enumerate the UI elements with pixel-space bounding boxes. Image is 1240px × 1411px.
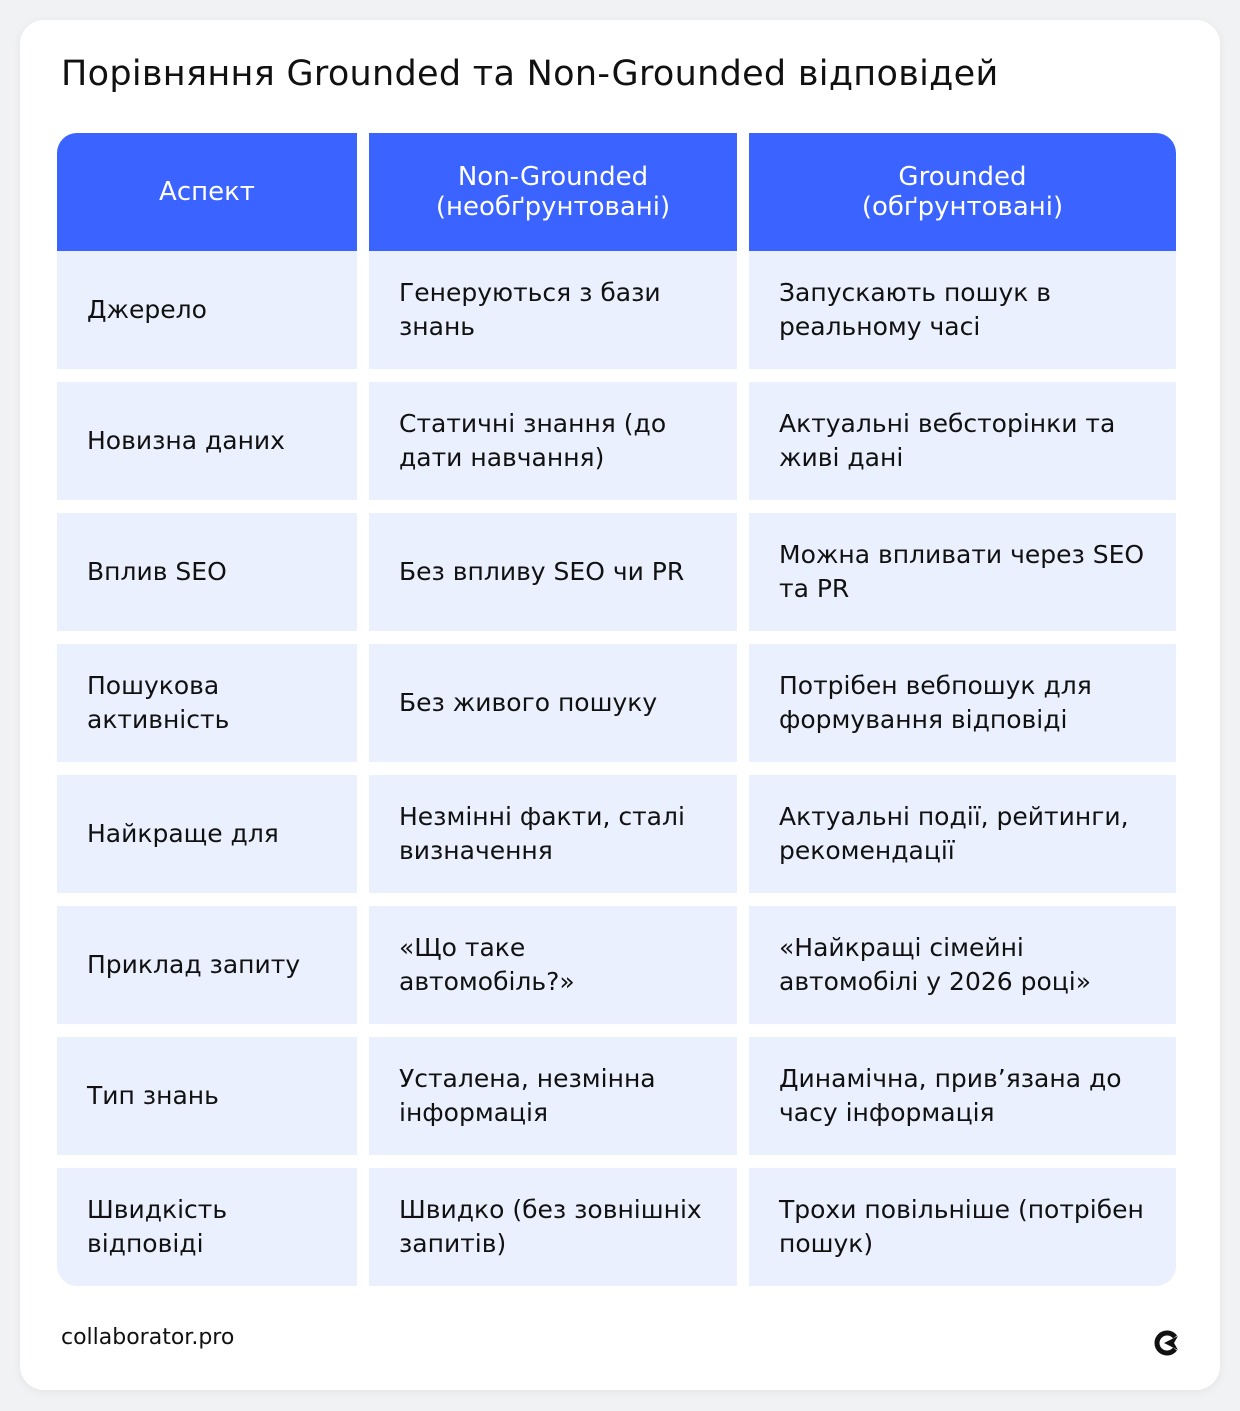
cell-text: Трохи повільніше (потрібен пошук) [779, 1195, 1144, 1258]
header-grounded: Grounded (обґрунтовані) [749, 133, 1176, 251]
cell-text: «Найкращі сімейні автомобілі у 2026 році… [779, 933, 1092, 996]
table-cell-grounded: Трохи повільніше (потрібен пошук) [749, 1168, 1176, 1286]
table-cell-aspect: Джерело [57, 251, 357, 369]
header-label: Аспект [159, 177, 255, 207]
cell-text: Динамічна, прив’язана до часу інформація [779, 1064, 1122, 1127]
cell-text: Запускають пошук в реальному часі [779, 278, 1052, 341]
table-cell-aspect: Тип знань [57, 1037, 357, 1155]
header-aspect: Аспект [57, 133, 357, 251]
table-cell-grounded: Запускають пошук в реальному часі [749, 251, 1176, 369]
cell-text: Пошукова активність [87, 671, 230, 734]
cell-text: Без впливу SEO чи PR [399, 557, 685, 586]
cell-text: Без живого пошуку [399, 688, 658, 717]
table-cell-non-grounded: Усталена, незмінна інформація [369, 1037, 737, 1155]
cell-text: Можна впливати через SEO та PR [779, 540, 1145, 603]
table-cell-aspect: Приклад запиту [57, 906, 357, 1024]
header-label: Non-Grounded (необґрунтовані) [435, 162, 671, 222]
table-cell-aspect: Пошукова активність [57, 644, 357, 762]
cell-text: Новизна даних [87, 426, 285, 455]
footer-site: collaborator.pro [61, 1325, 235, 1350]
cell-text: Приклад запиту [87, 950, 301, 979]
table-cell-non-grounded: Незмінні факти, сталі визначення [369, 775, 737, 893]
table-cell-grounded: Можна впливати через SEO та PR [749, 513, 1176, 631]
cell-text: Генеруються з бази знань [399, 278, 661, 341]
comparison-table: Аспект Non-Grounded (необґрунтовані) Groun… [57, 133, 1176, 1286]
cell-text: Найкраще для [87, 819, 279, 848]
table-cell-aspect: Швидкість відповіді [57, 1168, 357, 1286]
header-label: Grounded (обґрунтовані) [861, 162, 1064, 222]
table-cell-non-grounded: Швидко (без зовнішніх запитів) [369, 1168, 737, 1286]
page-title: Порівняння Grounded та Non-Grounded відп… [61, 54, 999, 94]
table-cell-grounded: Потрібен вебпошук для формування відпові… [749, 644, 1176, 762]
header-non-grounded: Non-Grounded (необґрунтовані) [369, 133, 737, 251]
table-cell-non-grounded: Статичні знання (до дати навчання) [369, 382, 737, 500]
cell-text: Актуальні вебсторінки та живі дані [779, 409, 1116, 472]
table-cell-grounded: Актуальні вебсторінки та живі дані [749, 382, 1176, 500]
table-cell-aspect: Вплив SEO [57, 513, 357, 631]
table-cell-non-grounded: «Що таке автомобіль?» [369, 906, 737, 1024]
cell-text: Вплив SEO [87, 557, 227, 586]
table-cell-non-grounded: Без впливу SEO чи PR [369, 513, 737, 631]
table-cell-grounded: «Найкращі сімейні автомобілі у 2026 році… [749, 906, 1176, 1024]
cell-text: «Що таке автомобіль?» [399, 933, 575, 996]
table-cell-non-grounded: Генеруються з бази знань [369, 251, 737, 369]
collaborator-logo-icon [1154, 1330, 1178, 1356]
cell-text: Джерело [87, 295, 207, 324]
cell-text: Усталена, незмінна інформація [399, 1064, 656, 1127]
cell-text: Статичні знання (до дати навчання) [399, 409, 667, 472]
cell-text: Незмінні факти, сталі визначення [399, 802, 685, 865]
cell-text: Швидко (без зовнішніх запитів) [399, 1195, 702, 1258]
infographic-card: Порівняння Grounded та Non-Grounded відп… [20, 20, 1220, 1390]
cell-text: Швидкість відповіді [87, 1195, 228, 1258]
cell-text: Тип знань [87, 1081, 219, 1110]
table-cell-aspect: Найкраще для [57, 775, 357, 893]
table-cell-grounded: Актуальні події, рейтинги, рекомендації [749, 775, 1176, 893]
table-cell-grounded: Динамічна, прив’язана до часу інформація [749, 1037, 1176, 1155]
table-cell-aspect: Новизна даних [57, 382, 357, 500]
table-cell-non-grounded: Без живого пошуку [369, 644, 737, 762]
cell-text: Актуальні події, рейтинги, рекомендації [779, 802, 1129, 865]
cell-text: Потрібен вебпошук для формування відпові… [779, 671, 1092, 734]
